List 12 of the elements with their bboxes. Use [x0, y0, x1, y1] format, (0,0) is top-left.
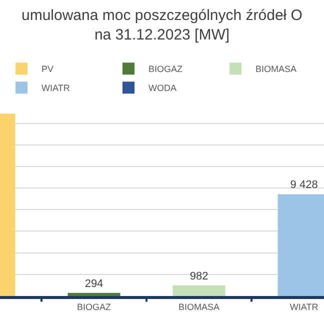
x-tick-label: BIOMASA: [178, 302, 220, 312]
x-tick-label: BIOGAZ: [76, 302, 112, 312]
legend-label: BIOGAZ: [148, 64, 184, 74]
legend-label: PV: [42, 64, 54, 74]
legend-label: BIOMASA: [256, 64, 297, 74]
data-label: 294: [84, 278, 104, 290]
legend-label: WODA: [148, 83, 176, 94]
data-label: 9 428: [290, 179, 318, 192]
legend-label: WIATR: [42, 83, 70, 94]
chart-title: umulowana moc poszczególnych źródeł O na 31.12.2023 [MW]: [22, 6, 302, 44]
data-label: 982: [190, 270, 208, 282]
x-tick-label: WIATR: [290, 302, 319, 312]
